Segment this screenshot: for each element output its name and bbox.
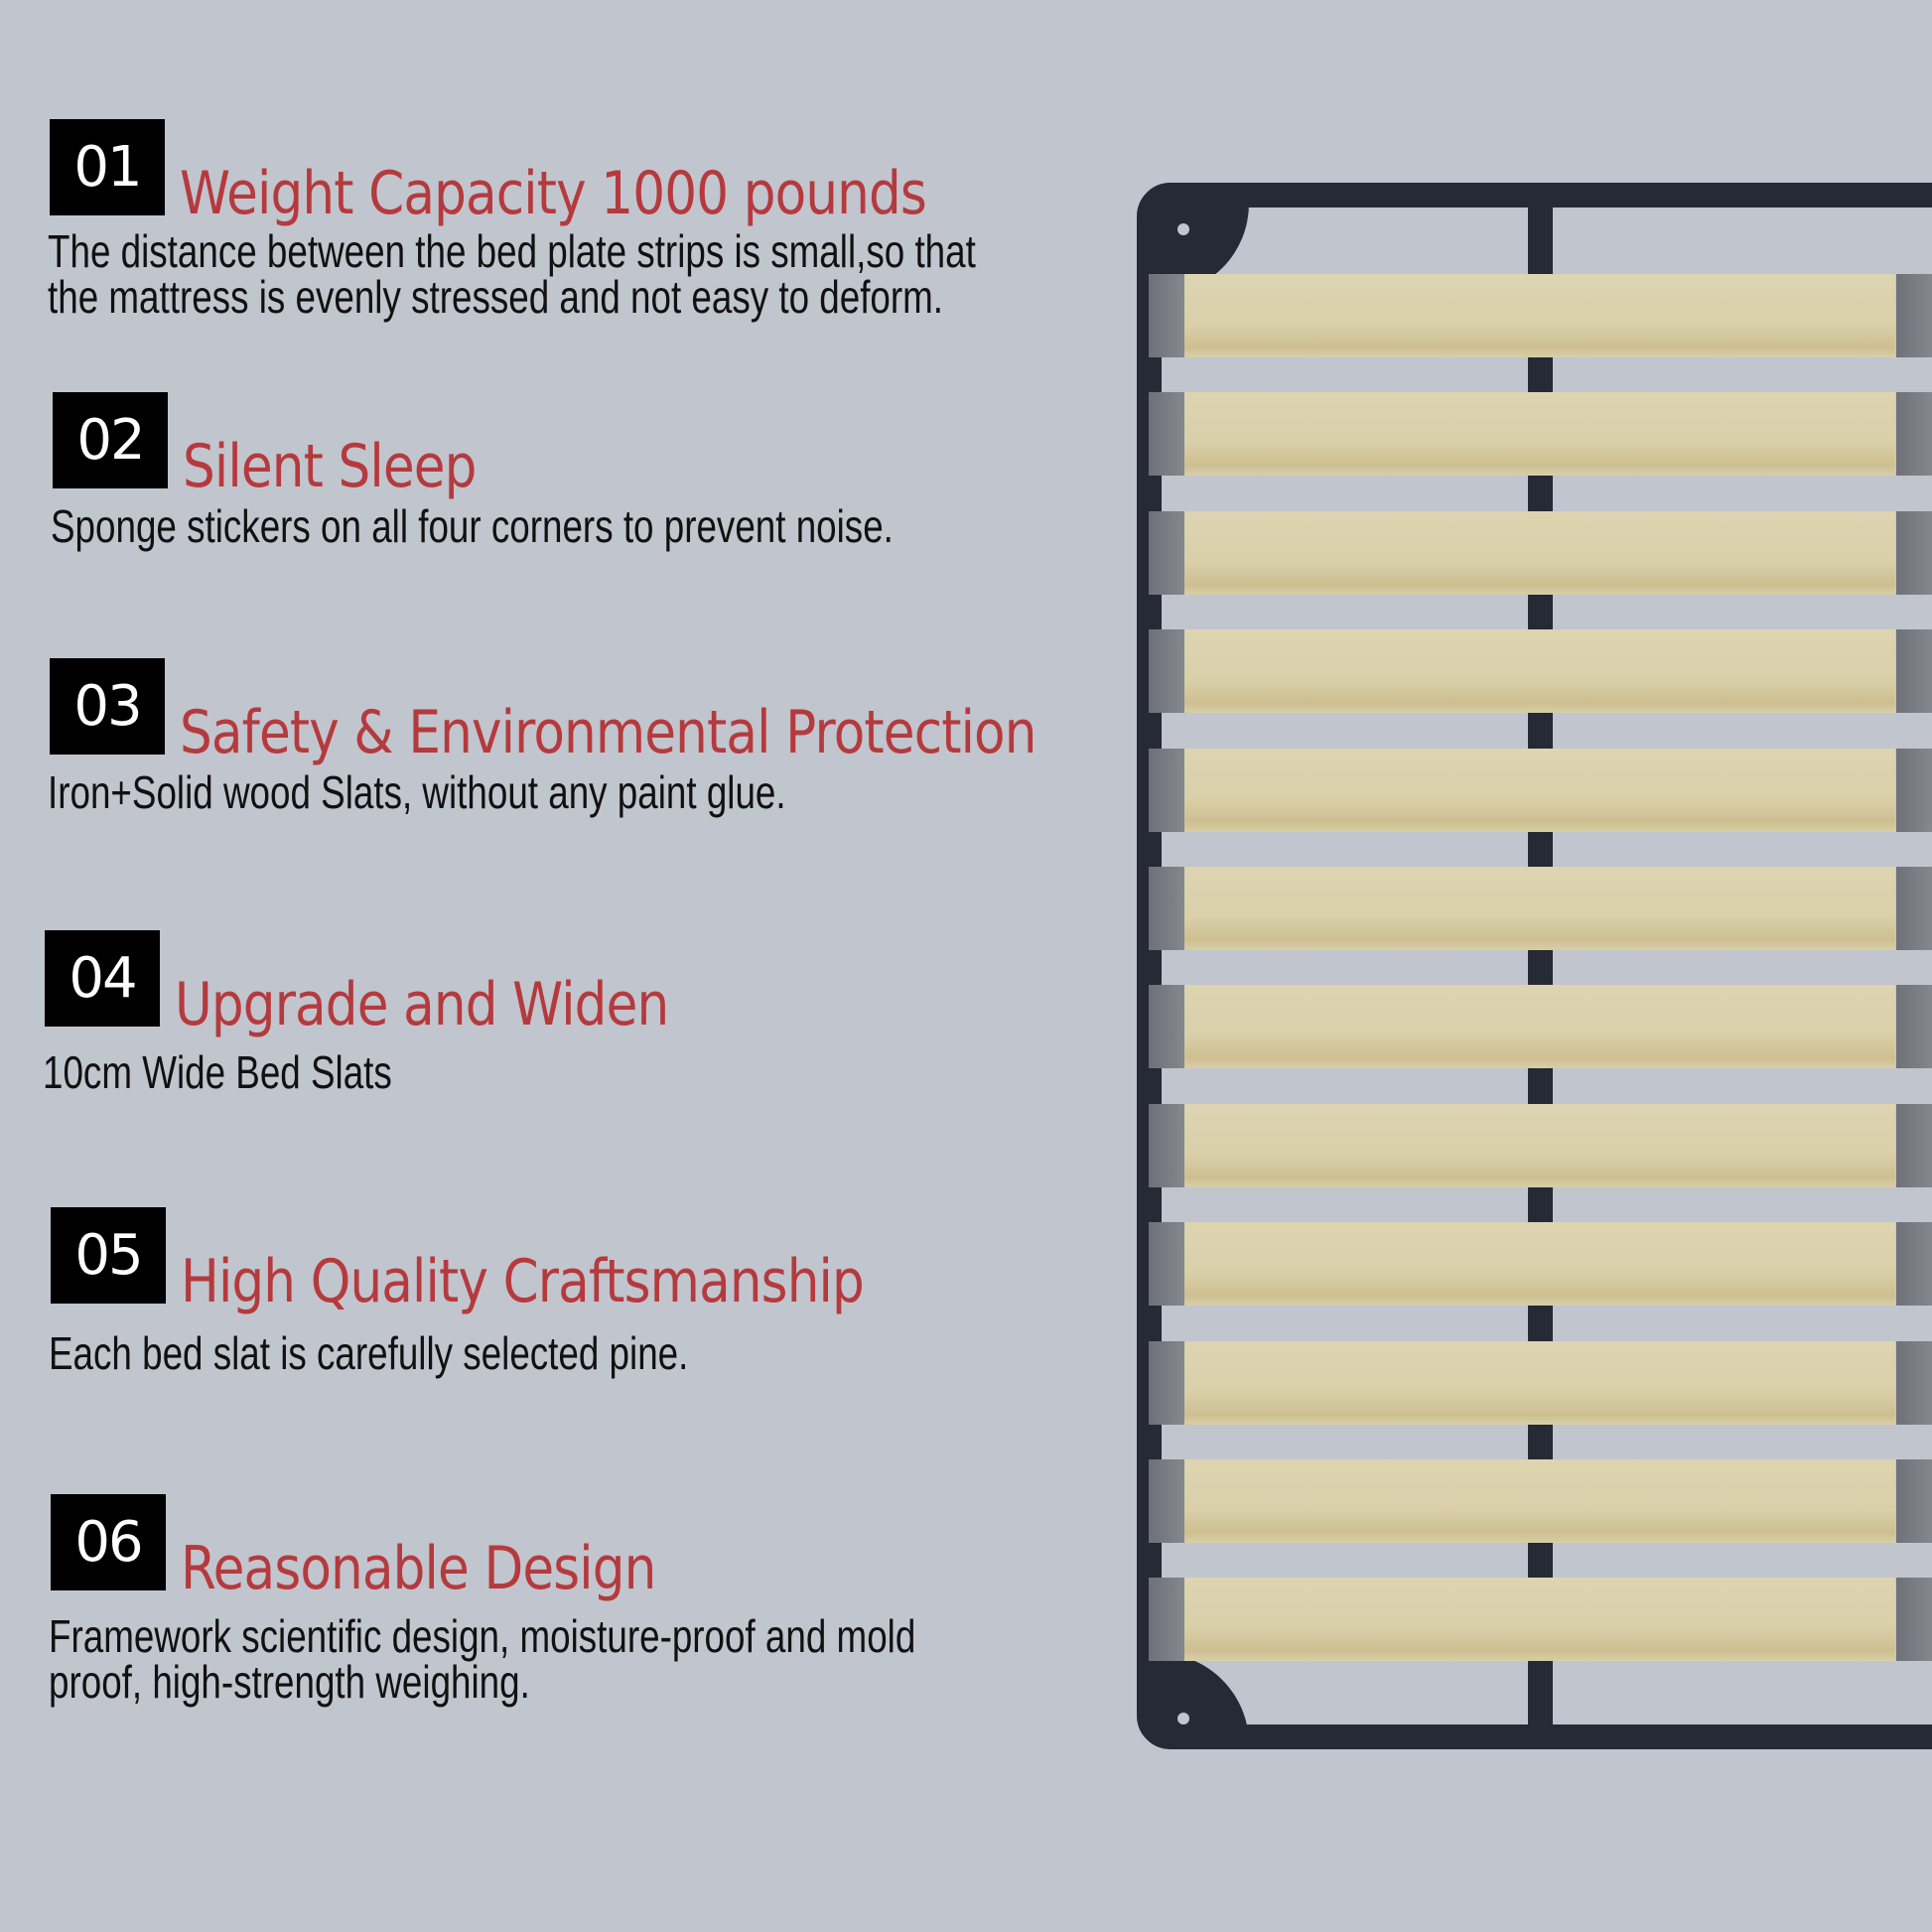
feature-title: Reasonable Design bbox=[181, 1534, 656, 1603]
sponge-pad bbox=[1149, 510, 1184, 595]
feature-description: Sponge stickers on all four corners to p… bbox=[51, 500, 894, 552]
wood-slat bbox=[1182, 510, 1895, 595]
wood-slat bbox=[1182, 629, 1895, 714]
sponge-pad bbox=[1149, 867, 1184, 950]
feature-title: Safety & Environmental Protection bbox=[180, 698, 1036, 767]
wood-slat bbox=[1182, 1340, 1895, 1425]
sponge-pad bbox=[1896, 510, 1932, 595]
sponge-pad bbox=[1149, 392, 1184, 477]
sponge-pad bbox=[1896, 274, 1932, 357]
bolt-hole bbox=[1177, 1713, 1189, 1725]
wood-slat bbox=[1182, 985, 1895, 1069]
sponge-pad bbox=[1149, 1340, 1184, 1425]
feature-description: Framework scientific design, moisture-pr… bbox=[49, 1610, 916, 1708]
sponge-pad bbox=[1149, 1222, 1184, 1307]
sponge-pad bbox=[1149, 274, 1184, 357]
sponge-pad bbox=[1896, 1340, 1932, 1425]
sponge-pad bbox=[1896, 748, 1932, 832]
feature-title: Silent Sleep bbox=[183, 432, 477, 501]
sponge-pad bbox=[1149, 629, 1184, 714]
wood-slat bbox=[1182, 1459, 1895, 1543]
wood-slat bbox=[1182, 748, 1895, 832]
feature-number-badge: 01 bbox=[50, 119, 165, 215]
sponge-pad bbox=[1896, 1222, 1932, 1307]
feature-description: Each bed slat is carefully selected pine… bbox=[49, 1327, 689, 1379]
sponge-pad bbox=[1896, 629, 1932, 714]
sponge-pad bbox=[1149, 985, 1184, 1069]
feature-number-badge: 06 bbox=[51, 1494, 166, 1590]
wood-slat bbox=[1182, 1103, 1895, 1187]
wood-slat bbox=[1182, 867, 1895, 950]
sponge-pad bbox=[1896, 1578, 1932, 1662]
sponge-pad bbox=[1149, 1459, 1184, 1543]
feature-number-badge: 02 bbox=[53, 392, 168, 488]
feature-description: 10cm Wide Bed Slats bbox=[43, 1046, 392, 1098]
feature-description: The distance between the bed plate strip… bbox=[48, 225, 976, 323]
sponge-pad bbox=[1896, 392, 1932, 477]
feature-number-badge: 03 bbox=[50, 658, 165, 755]
wood-slat bbox=[1182, 1222, 1895, 1307]
sponge-pad bbox=[1896, 1459, 1932, 1543]
feature-description: Iron+Solid wood Slats, without any paint… bbox=[48, 766, 786, 818]
wood-slat bbox=[1182, 392, 1895, 477]
sponge-pad bbox=[1896, 1103, 1932, 1187]
sponge-pad bbox=[1896, 867, 1932, 950]
feature-title: Upgrade and Widen bbox=[175, 970, 669, 1039]
sponge-pad bbox=[1149, 748, 1184, 832]
sponge-pad bbox=[1149, 1103, 1184, 1187]
sponge-pad bbox=[1149, 1578, 1184, 1662]
feature-number-badge: 05 bbox=[51, 1207, 166, 1304]
feature-number-badge: 04 bbox=[45, 930, 160, 1027]
wood-slat bbox=[1182, 1578, 1895, 1662]
wood-slat bbox=[1182, 274, 1895, 357]
sponge-pad bbox=[1896, 985, 1932, 1069]
bolt-hole bbox=[1177, 223, 1189, 235]
feature-title: Weight Capacity 1000 pounds bbox=[180, 159, 927, 228]
feature-title: High Quality Craftsmanship bbox=[181, 1247, 865, 1316]
